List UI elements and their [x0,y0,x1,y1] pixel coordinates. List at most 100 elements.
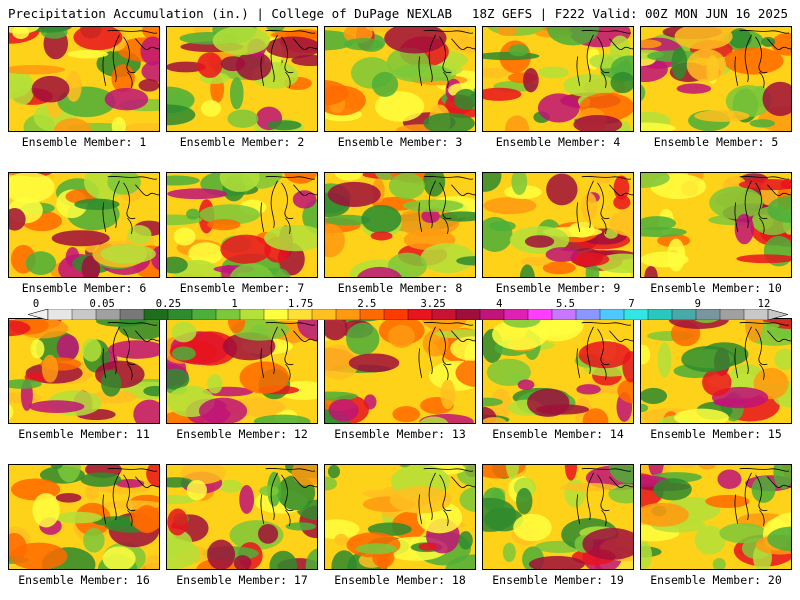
colorbar-max-arrow [767,309,788,320]
precip-map [8,464,160,570]
ensemble-member-label: Ensemble Member: 15 [650,427,782,441]
colorbar-tick-label: 4 [496,298,503,310]
ensemble-member-label: Ensemble Member: 4 [495,135,621,149]
ensemble-member-label: Ensemble Member: 16 [18,573,150,587]
colorbar-swatch [671,309,697,320]
colorbar-tick-labels: 0 0.05 0.25 1 1.75 2.5 3.25 4 5.5 7 9 12 [28,298,788,310]
precip-map [640,26,792,132]
great-lakes-outline [102,321,159,380]
great-lakes-outline [734,321,791,380]
precip-map [8,318,160,424]
ensemble-member-label: Ensemble Member: 17 [176,573,308,587]
great-lakes-outline [734,467,791,526]
great-lakes-outline [260,29,317,88]
colorbar-swatch [71,309,97,320]
precip-map [166,318,318,424]
colorbar-swatch [599,309,625,320]
colorbar-swatch [743,309,769,320]
great-lakes-outline [418,321,475,380]
precip-map [482,318,634,424]
great-lakes-outline [102,29,159,88]
colorbar-swatch [551,309,577,320]
ensemble-member-label: Ensemble Member: 12 [176,427,308,441]
colorbar-tick-label: 0.25 [155,298,182,310]
colorbar-swatch [575,309,601,320]
colorbar-swatch [215,309,241,320]
precip-colorbar: 0 0.05 0.25 1 1.75 2.5 3.25 4 5.5 7 9 12 [28,298,788,320]
colorbar-swatch [119,309,145,320]
colorbar-swatch [359,309,385,320]
colorbar-swatch [479,309,505,320]
great-lakes-outline [576,321,633,380]
great-lakes-outline [576,29,633,88]
colorbar-swatch [503,309,529,320]
great-lakes-outline [576,175,633,234]
colorbar-swatch [527,309,553,320]
header: Precipitation Accumulation (in.) | Colle… [0,0,800,24]
ensemble-member-label: Ensemble Member: 5 [653,135,779,149]
great-lakes-outline [418,29,475,88]
ensemble-member-label: Ensemble Member: 7 [179,281,305,295]
great-lakes-outline [260,321,317,380]
ensemble-member-label: Ensemble Member: 8 [337,281,463,295]
ensemble-member-label: Ensemble Member: 1 [21,135,147,149]
ensemble-member-label: Ensemble Member: 6 [21,281,147,295]
precip-map [324,318,476,424]
ensemble-member-label: Ensemble Member: 19 [492,573,624,587]
great-lakes-outline [418,175,475,234]
precip-map [324,26,476,132]
precip-map [482,26,634,132]
precip-map [482,464,634,570]
ensemble-member-label: Ensemble Member: 9 [495,281,621,295]
precip-map [324,172,476,278]
great-lakes-outline [418,467,475,526]
colorbar-swatch [719,309,745,320]
colorbar-swatch [695,309,721,320]
colorbar-tick-label: 3.25 [420,298,446,310]
colorbar-swatch [263,309,289,320]
colorbar-swatch [311,309,337,320]
colorbar-tick-label: 7 [628,298,635,310]
colorbar-scale [28,309,788,320]
great-lakes-outline [576,467,633,526]
ensemble-member-label: Ensemble Member: 11 [18,427,150,441]
ensemble-member-label: Ensemble Member: 2 [179,135,305,149]
colorbar-swatch [431,309,457,320]
precip-map [640,172,792,278]
great-lakes-outline [260,467,317,526]
ensemble-member-label: Ensemble Member: 18 [334,573,466,587]
colorbar-swatch [335,309,361,320]
colorbar-swatch [623,309,649,320]
ensemble-member-label: Ensemble Member: 14 [492,427,624,441]
precip-map [166,26,318,132]
ensemble-member-label: Ensemble Member: 20 [650,573,782,587]
colorbar-swatch [143,309,169,320]
colorbar-tick-label: 1.75 [288,298,314,310]
colorbar-swatch [239,309,265,320]
ensemble-member-label: Ensemble Member: 10 [650,281,782,295]
colorbar-swatch [383,309,409,320]
colorbar-swatch [191,309,217,320]
precip-map [8,172,160,278]
great-lakes-outline [734,175,791,234]
ensemble-member-label: Ensemble Member: 13 [334,427,466,441]
colorbar-swatch [647,309,673,320]
great-lakes-outline [260,175,317,234]
great-lakes-outline [102,467,159,526]
precip-map [166,464,318,570]
colorbar-swatch [287,309,313,320]
model-run-info: 18Z GEFS | F222 Valid: 00Z MON JUN 16 20… [471,6,788,21]
colorbar-tick-label: 1 [231,298,238,310]
colorbar-tick-label: 5.5 [556,298,575,310]
colorbar-swatch [47,309,73,320]
ensemble-member-label: Ensemble Member: 3 [337,135,463,149]
colorbar-min-arrow [28,309,49,320]
colorbar-swatch [455,309,481,320]
colorbar-tick-label: 0.05 [89,298,115,310]
colorbar-tick-label: 12 [757,298,771,310]
colorbar-tick-label: 2.5 [357,298,377,310]
great-lakes-outline [734,29,791,88]
colorbar-swatch [167,309,193,320]
precip-map [166,172,318,278]
